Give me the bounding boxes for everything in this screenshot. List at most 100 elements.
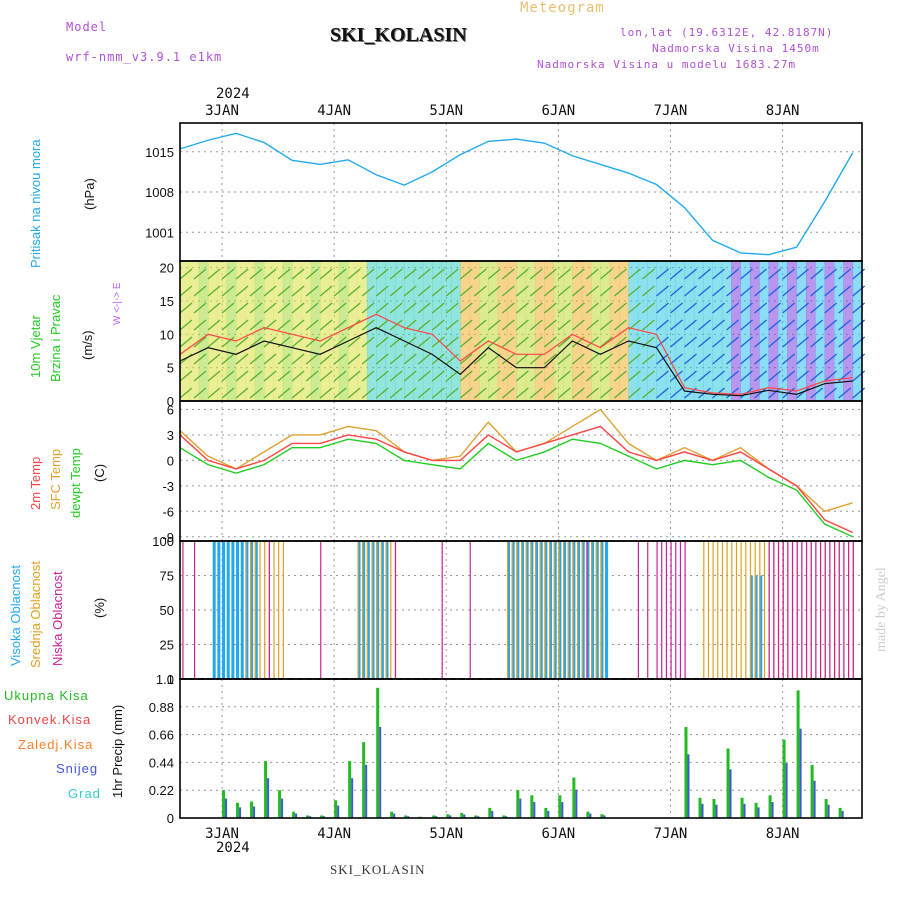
cloud-bar [222, 541, 226, 679]
cloud-bar [511, 541, 515, 679]
cloud-bar [273, 541, 275, 679]
wind-barb [642, 302, 655, 314]
snow-bar [715, 804, 718, 818]
wind-barb [782, 302, 796, 314]
y-tick-label: 0.22 [149, 783, 174, 798]
model-name: wrf-nmm_v3.9.1 e1km [66, 50, 223, 64]
cloud-bar [539, 541, 541, 679]
wind-barb [235, 353, 249, 365]
wind-barb [221, 387, 235, 399]
cloud-bar [829, 541, 831, 679]
wind-barb [642, 285, 655, 297]
wind-barb [656, 302, 669, 314]
wind-barb [810, 370, 824, 382]
wind-barb [487, 370, 501, 382]
wind-barb [740, 336, 753, 348]
wind-barb [347, 285, 361, 297]
wind-barb [333, 285, 347, 297]
cloud-bar [525, 541, 529, 679]
precip-bar [320, 815, 324, 818]
wind-barb [501, 319, 515, 331]
wind-barb [810, 285, 824, 297]
cloud-bar [236, 541, 240, 679]
y-tick-label: 10 [160, 327, 174, 342]
wind-barb [656, 268, 669, 280]
wind-barb [263, 268, 277, 280]
wind-barb [698, 370, 711, 382]
footer-title: SKI_KOLASIN [330, 862, 426, 877]
wind-barb [487, 336, 501, 348]
wind-barb [431, 387, 445, 399]
wind-barb [824, 319, 838, 331]
snow-bar [281, 798, 284, 818]
wind-barb [319, 285, 333, 297]
wind-barb [445, 353, 459, 365]
wind-barb [333, 336, 347, 348]
wind-barb [375, 353, 389, 365]
day-label-top: 6JAN [542, 103, 576, 119]
precip-bar [684, 727, 688, 818]
cloud-bar [591, 541, 593, 679]
wind-barb [305, 268, 319, 280]
cloud-bar [703, 541, 705, 679]
cloud-bar [226, 541, 230, 679]
wind-barb [263, 370, 277, 382]
wind-barb [277, 302, 291, 314]
wind-barb [501, 370, 515, 382]
wind-field-cell [843, 261, 854, 401]
wind-barb [614, 268, 627, 280]
wind-barb [642, 268, 655, 280]
wind-field-cell [591, 261, 601, 401]
wind-barb [207, 319, 221, 331]
precip-bar [404, 815, 408, 818]
wind-barb [305, 370, 319, 382]
wind-barb [529, 302, 543, 314]
wind-barb [684, 268, 697, 280]
day-label-bottom: 5JAN [429, 826, 463, 842]
wind-barb [529, 353, 543, 365]
precip-bar [516, 790, 520, 818]
wind-barb [838, 302, 852, 314]
cloud-bar [539, 541, 543, 679]
cloud-bar [577, 541, 581, 679]
wind-barb [726, 268, 739, 280]
day-label-top: 8JAN [766, 103, 800, 119]
wind-barb [403, 285, 417, 297]
cloud-bar [721, 541, 724, 679]
wind-barb [838, 285, 852, 297]
wind-barb [347, 353, 361, 365]
wind-barb [656, 336, 669, 348]
wind-barb [263, 353, 277, 365]
wind-barb [221, 370, 235, 382]
snow-bar [813, 780, 816, 818]
wind-barb [740, 285, 753, 297]
wind-barb [614, 302, 627, 314]
wind-barb [712, 268, 725, 280]
snow-bar [393, 813, 396, 818]
wind-barb [459, 353, 473, 365]
wind-barb [599, 353, 613, 365]
wind-barb [670, 268, 683, 280]
wind-barb [249, 387, 263, 399]
wind-barb [515, 285, 529, 297]
wind-barb [768, 268, 781, 280]
wind-barb [782, 268, 796, 280]
snow-bar [575, 789, 578, 818]
snow-bar [841, 810, 844, 818]
wind-barb [431, 319, 445, 331]
wind-barb [782, 336, 796, 348]
precip-bar [726, 748, 730, 818]
snow-bar [309, 816, 312, 818]
precip-bar [334, 800, 338, 818]
y-tick-label: 3 [167, 428, 174, 443]
snow-bar [533, 802, 536, 818]
snow-bar [295, 813, 298, 818]
wind-field-cell [180, 261, 190, 401]
wind-barb [417, 353, 431, 365]
wind-barb [361, 302, 375, 314]
wind-barb [501, 336, 515, 348]
wind-field-cell [488, 261, 499, 401]
wind-barb [221, 268, 235, 280]
wind-barb [824, 387, 838, 399]
panel-frame [179, 400, 863, 542]
